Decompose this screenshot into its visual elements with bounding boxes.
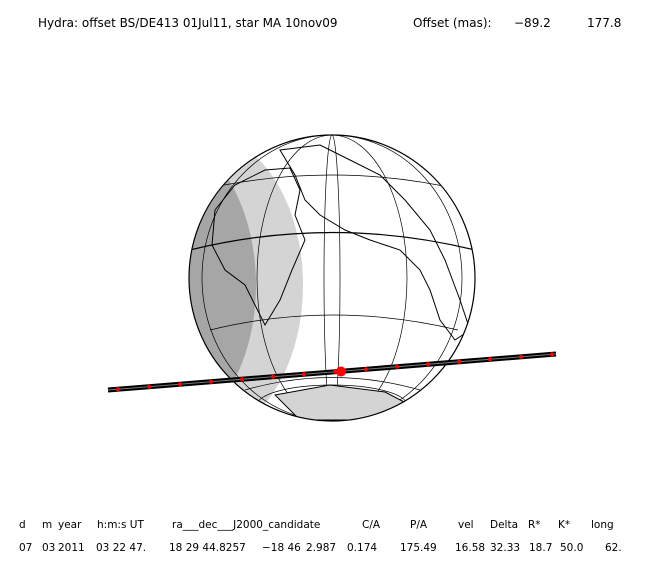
track-dot — [395, 364, 399, 369]
column-header: ra___dec___J2000_candidate — [172, 519, 320, 531]
track-dot — [519, 354, 523, 359]
title: Hydra: offset BS/DE413 01Jul11, star MA … — [38, 16, 338, 30]
column-header: C/A — [362, 519, 381, 531]
column-header: long — [591, 519, 614, 531]
track-center — [107, 353, 557, 391]
track-dot — [116, 387, 120, 392]
track-dot — [240, 377, 244, 382]
track-dot — [333, 369, 337, 374]
asia — [279, 144, 471, 341]
cell: 2.987 — [306, 542, 336, 554]
column-header: Delta — [490, 519, 518, 531]
cell: 03 22 47. — [96, 542, 146, 554]
track-dot — [209, 379, 213, 384]
track-dot — [488, 357, 492, 362]
column-header: h:m:s UT — [97, 519, 144, 531]
track-dot — [271, 374, 275, 379]
cell: 16.58 — [455, 542, 485, 554]
track-dot — [426, 362, 430, 367]
cell: 07 — [19, 542, 32, 554]
cell: 0.174 — [347, 542, 377, 554]
cell: 62. — [605, 542, 622, 554]
earth-limb — [188, 134, 476, 422]
track-dot — [364, 367, 368, 372]
track-dot — [550, 352, 554, 357]
column-header: m — [42, 519, 52, 531]
column-header: K* — [558, 519, 570, 531]
closest-approach — [336, 366, 346, 377]
track-dot — [178, 382, 182, 387]
cell: 18 29 44.8257 — [169, 542, 246, 554]
cell: 175.49 — [400, 542, 437, 554]
event-table: d m year h:m:s UT ra___dec___J2000_candidate… — [19, 519, 622, 554]
offset-label: Offset (mas): — [413, 16, 492, 30]
header: Hydra: offset BS/DE413 01Jul11, star MA … — [38, 16, 621, 30]
column-header: P/A — [410, 519, 428, 531]
column-header: vel — [458, 519, 474, 531]
shadow-track — [107, 351, 557, 393]
cell: 03 — [42, 542, 55, 554]
cell: 2011 — [58, 542, 85, 554]
column-header: d — [19, 519, 26, 531]
track-dot — [457, 359, 461, 364]
africa — [211, 167, 306, 327]
track-dot — [302, 372, 306, 377]
track-dot — [147, 384, 151, 389]
cell: −18 46 — [262, 542, 301, 554]
column-header: R* — [528, 519, 541, 531]
cell: 50.0 — [560, 542, 583, 554]
offset-value: 177.8 — [587, 16, 621, 30]
cell: 32.33 — [490, 542, 520, 554]
cell: 18.7 — [529, 542, 552, 554]
offset-value: −89.2 — [514, 16, 551, 30]
column-header: year — [58, 519, 82, 531]
